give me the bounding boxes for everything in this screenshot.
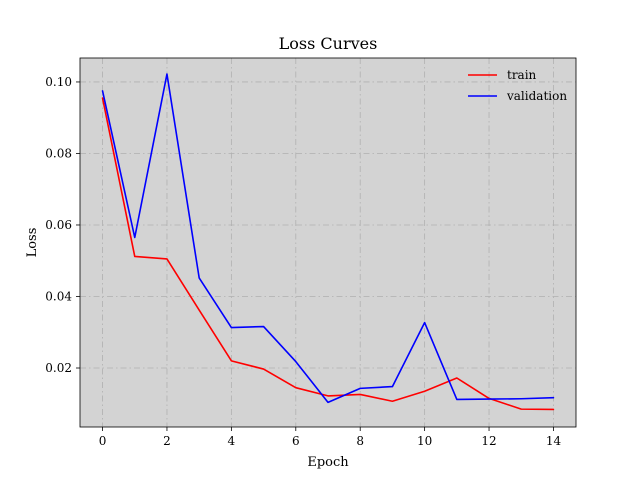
- x-tick-label: 2: [163, 434, 171, 448]
- legend: train validation: [468, 68, 567, 103]
- y-tick-label: 0.08: [45, 146, 72, 160]
- legend-label-train: train: [507, 68, 537, 82]
- x-tick-label: 10: [417, 434, 432, 448]
- x-axis: 0 2 4 6 8 10 12 14: [99, 427, 562, 448]
- x-tick-label: 8: [356, 434, 364, 448]
- x-tick-label: 4: [228, 434, 236, 448]
- y-tick-label: 0.10: [45, 75, 72, 89]
- x-tick-label: 14: [546, 434, 562, 448]
- x-tick-label: 0: [99, 434, 107, 448]
- x-tick-label: 6: [292, 434, 300, 448]
- legend-label-validation: validation: [506, 89, 567, 103]
- y-axis: 0.02 0.04 0.06 0.08 0.10: [45, 75, 80, 375]
- x-tick-label: 12: [481, 434, 496, 448]
- y-tick-label: 0.06: [45, 218, 72, 232]
- grid: [80, 58, 576, 427]
- y-axis-label: Loss: [25, 228, 40, 258]
- x-axis-label: Epoch: [307, 455, 349, 470]
- series-layer: [101, 73, 555, 411]
- chart-title: Loss Curves: [279, 34, 378, 53]
- y-tick-label: 0.02: [45, 361, 72, 375]
- series-line-train: [101, 97, 555, 411]
- series-line-validation: [101, 73, 555, 404]
- plot-area: [80, 58, 576, 427]
- y-tick-label: 0.04: [45, 289, 72, 303]
- plot-frame: [79, 57, 577, 428]
